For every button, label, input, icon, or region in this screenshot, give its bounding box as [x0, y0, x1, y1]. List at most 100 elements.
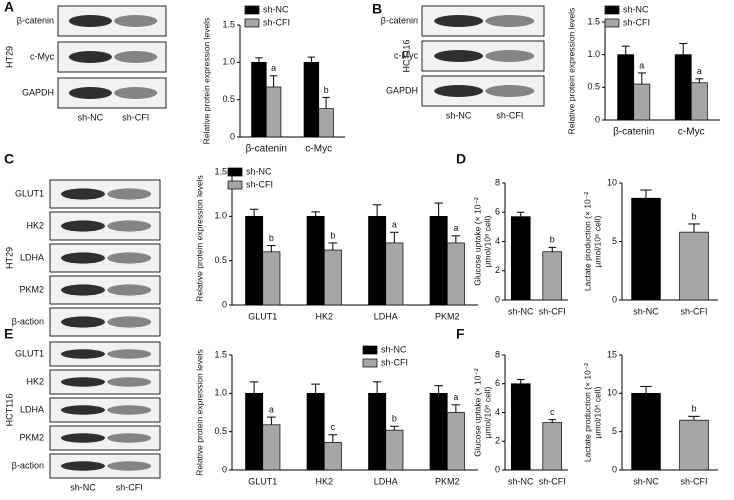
- blot-band: [114, 87, 158, 99]
- y-tick-label: 5: [612, 236, 617, 246]
- x-tick-label: HK2: [315, 476, 333, 486]
- error-bar: [328, 434, 338, 443]
- y-tick-label: 10: [607, 388, 617, 398]
- protein-label: c-Myc: [394, 50, 418, 60]
- error-bar: [451, 235, 461, 243]
- x-tick-label: c-Myc: [305, 144, 332, 155]
- y-tick-label: 2: [495, 265, 500, 275]
- error-bar: [688, 415, 700, 421]
- protein-label: β-action: [12, 460, 44, 470]
- y-axis-label: µmol/10⁶ cell): [482, 386, 492, 438]
- legend-label: sh-NC: [246, 166, 272, 176]
- error-bar: [548, 246, 557, 252]
- bar: [617, 54, 635, 121]
- significance-label: b: [691, 404, 696, 414]
- protein-label: β-catenin: [381, 15, 418, 25]
- error-bar: [311, 383, 320, 394]
- significance-label: b: [691, 211, 696, 221]
- significance-label: a: [269, 404, 274, 414]
- legend-swatch: [604, 5, 620, 15]
- y-tick-label: 4: [495, 407, 500, 417]
- lane-label: sh-CFI: [122, 112, 149, 122]
- legend-label: sh-CFI: [263, 17, 290, 27]
- y-axis-label: Lactate production (× 10⁻²: [582, 192, 592, 291]
- blot-band: [114, 15, 158, 27]
- blot-band: [107, 284, 152, 296]
- significance-label: b: [324, 85, 329, 95]
- bar: [306, 215, 325, 306]
- legend-swatch: [227, 167, 243, 177]
- legend-swatch: [244, 5, 260, 15]
- blot-band: [61, 461, 105, 471]
- panel-letter: F: [456, 326, 465, 342]
- significance-label: a: [697, 66, 702, 76]
- x-tick-label: sh-NC: [633, 306, 659, 316]
- y-tick-label: 0.5: [222, 94, 235, 104]
- protein-label: PKM2: [19, 284, 44, 294]
- blot-band: [114, 51, 158, 63]
- error-bar: [621, 45, 630, 55]
- bar: [510, 216, 531, 301]
- cell-line-label: HT29: [4, 46, 14, 68]
- x-tick-label: sh-NC: [508, 476, 534, 486]
- bar: [631, 197, 661, 301]
- y-tick-label: 6: [495, 207, 500, 217]
- blot-band: [107, 377, 152, 387]
- y-tick-label: 15: [607, 349, 617, 359]
- protein-label: HK2: [26, 220, 44, 230]
- protein-label: HK2: [26, 376, 44, 386]
- error-bar: [679, 43, 688, 55]
- y-axis-label: Relative protein expression levels: [566, 8, 576, 135]
- protein-label: GLUT1: [15, 188, 44, 198]
- x-tick-label: LDHA: [374, 311, 398, 321]
- error-bar: [434, 385, 443, 394]
- y-axis-label: Glucose uptake (× 10⁻²: [472, 368, 482, 457]
- protein-label: PKM2: [19, 432, 44, 442]
- blot-band: [61, 316, 105, 328]
- bar: [251, 61, 267, 138]
- significance-label: a: [453, 392, 458, 402]
- y-tick-label: 0.5: [214, 426, 227, 436]
- bar: [429, 392, 448, 471]
- blot-band: [107, 316, 152, 328]
- bar: [306, 392, 325, 471]
- y-axis-label: Relative protein expression levels: [201, 18, 211, 145]
- x-tick-label: GLUT1: [248, 311, 277, 321]
- legend-swatch: [244, 18, 260, 28]
- blot-band: [61, 220, 105, 232]
- significance-label: c: [331, 422, 336, 432]
- bar: [262, 251, 281, 306]
- x-tick-label: sh-CFI: [539, 306, 566, 316]
- protein-label: β-action: [12, 316, 44, 326]
- legend-label: sh-NC: [381, 344, 407, 354]
- error-bar: [637, 72, 646, 85]
- legend-label: sh-CFI: [623, 17, 650, 27]
- blot-band: [61, 349, 105, 359]
- x-tick-label: β-catenin: [246, 144, 287, 155]
- blot-band: [107, 405, 152, 415]
- y-tick-label: 1.5: [587, 16, 600, 26]
- legend-label: sh-CFI: [246, 179, 273, 189]
- y-tick-label: 1.0: [214, 388, 227, 398]
- panel-letter: C: [4, 151, 14, 167]
- error-bar: [372, 204, 382, 217]
- bar: [262, 424, 281, 471]
- y-tick-label: 0.5: [587, 82, 600, 92]
- blot-band: [107, 349, 152, 359]
- error-bar: [434, 202, 443, 217]
- bar: [542, 422, 563, 471]
- bar: [385, 242, 404, 306]
- y-tick-label: 0: [495, 294, 500, 304]
- error-bar: [695, 78, 704, 83]
- blot-band: [61, 405, 105, 415]
- legend-label: sh-CFI: [381, 357, 408, 367]
- x-tick-label: PKM2: [435, 311, 460, 321]
- blot-band: [485, 85, 535, 97]
- legend-swatch: [227, 180, 243, 190]
- panel-letter: B: [372, 1, 382, 17]
- cell-line-label: HT29: [4, 247, 14, 269]
- y-axis-label: Lactate production (× 10⁻²: [582, 363, 592, 462]
- blot-band: [68, 15, 112, 27]
- bar: [385, 429, 404, 471]
